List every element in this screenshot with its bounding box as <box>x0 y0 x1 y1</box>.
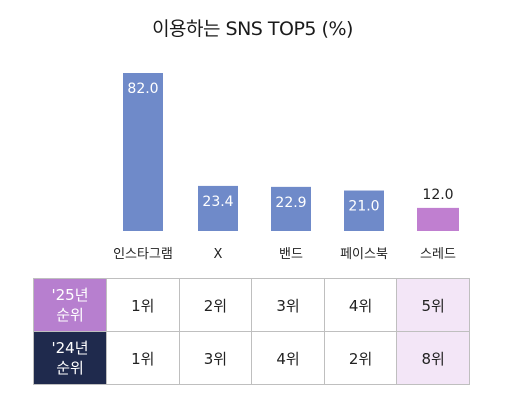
rank-cell: 2위 <box>323 331 398 385</box>
rank-cell: 3위 <box>251 278 325 332</box>
bar-0 <box>123 73 163 231</box>
category-label-1: X <box>214 247 223 262</box>
row-header-year: '24년 <box>51 339 89 357</box>
category-label-3: 페이스북 <box>340 247 388 262</box>
bar-4 <box>417 207 459 231</box>
value-label-2: 22.9 <box>275 195 306 211</box>
row-header-rank: 순위 <box>56 359 84 377</box>
category-label-4: 스레드 <box>420 247 456 262</box>
category-label-0: 인스타그램 <box>113 247 173 262</box>
rank-row-2024: '24년 순위 1위 3위 4위 2위 8위 <box>33 331 470 385</box>
rank-cell: 4위 <box>323 278 398 332</box>
rank-cell: 4위 <box>251 331 325 385</box>
rank-cell: 8위 <box>396 331 470 385</box>
rank-row-2025: '25년 순위 1위 2위 3위 4위 5위 <box>33 278 470 332</box>
bar-3 <box>344 190 384 231</box>
rank-cell: 5위 <box>396 278 470 332</box>
value-label-1: 23.4 <box>202 194 233 210</box>
bar-2 <box>271 186 311 231</box>
value-label-0: 82.0 <box>127 81 158 97</box>
rank-cell: 2위 <box>178 278 253 332</box>
rank-cell: 1위 <box>106 278 180 332</box>
rank-cell: 1위 <box>106 331 180 385</box>
rank-row-header: '24년 순위 <box>33 331 107 385</box>
value-label-3: 21.0 <box>348 199 379 215</box>
rank-cell: 3위 <box>178 331 253 385</box>
category-label-2: 밴드 <box>279 247 303 262</box>
row-header-year: '25년 <box>51 286 89 304</box>
bar-chart: 82.0 인스타그램 23.4 X 22.9 밴드 21.0 페이스북 12.0 스레드 <box>113 73 459 262</box>
chart-title: 이용하는 SNS TOP5 (%) <box>152 18 353 40</box>
bar-1 <box>198 185 238 231</box>
value-label-4: 12.0 <box>422 187 453 203</box>
row-header-rank: 순위 <box>56 306 84 324</box>
rank-table: '25년 순위 1위 2위 3위 4위 5위 '24년 순위 1위 3위 4위 … <box>33 278 470 385</box>
rank-row-header: '25년 순위 <box>33 278 107 332</box>
